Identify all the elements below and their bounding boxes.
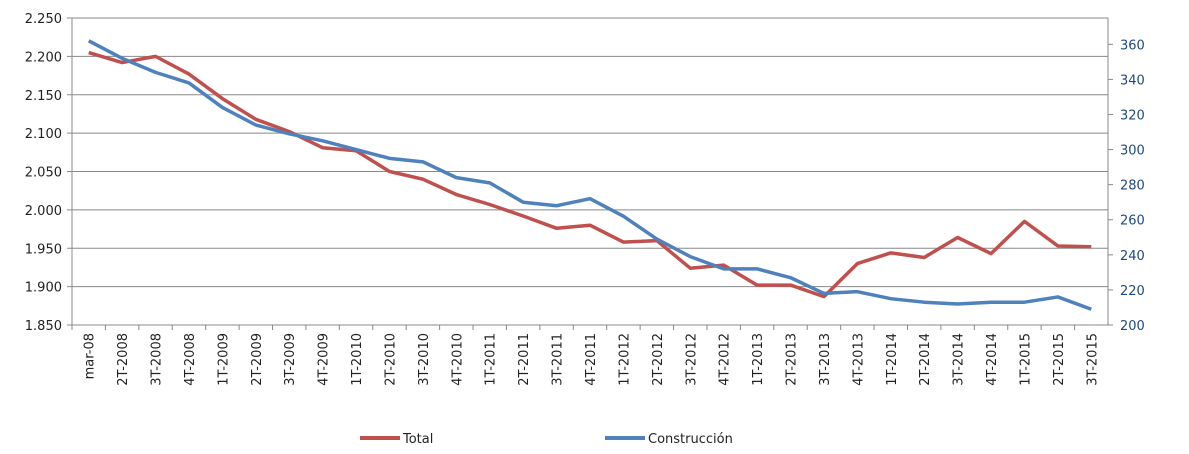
y2-tick-label: 320 [1120,108,1145,123]
x-tick-label: 4T-2012 [718,333,733,386]
x-tick-label: 2T-2010 [383,333,398,386]
y2-tick-label: 340 [1120,73,1145,88]
legend-label: Construcción [648,432,733,447]
x-tick-label: 4T-2014 [985,333,1000,386]
y2-tick-label: 300 [1120,144,1145,159]
x-tick-label: 3T-2015 [1085,333,1100,386]
y-tick-label: 2.200 [25,50,62,65]
x-tick-label: 1T-2010 [350,333,365,386]
y-tick-label: 1.850 [25,319,62,334]
y-tick-label: 1.900 [25,281,62,296]
x-tick-label: 2T-2008 [116,333,131,386]
x-tick-label: 3T-2009 [283,333,298,386]
y2-tick-label: 360 [1120,38,1145,53]
x-tick-label: mar-08 [83,333,98,379]
x-tick-label: 1T-2009 [216,333,231,386]
x-tick-label: 3T-2008 [150,333,165,386]
series-line [87,39,1092,311]
legend-label: Total [402,432,433,447]
x-tick-label: 3T-2012 [684,333,699,386]
y-tick-label: 1.950 [25,242,62,257]
series-line [88,50,1092,299]
x-tick-label: 4T-2011 [584,333,599,386]
x-tick-label: 3T-2014 [952,333,967,386]
x-tick-label: 2T-2013 [785,333,800,386]
y2-tick-label: 200 [1120,319,1145,334]
x-tick-label: 4T-2009 [317,333,332,386]
x-tick-label: 2T-2009 [250,333,265,386]
y2-tick-label: 280 [1120,179,1145,194]
y-tick-label: 2.000 [25,204,62,219]
x-tick-label: 2T-2011 [517,333,532,386]
y2-tick-label: 220 [1120,284,1145,299]
y-tick-label: 2.100 [25,127,62,142]
x-tick-label: 3T-2011 [551,333,566,386]
x-tick-label: 1T-2014 [885,333,900,386]
x-tick-label: 4T-2008 [183,333,198,386]
x-tick-label: 4T-2013 [851,333,866,386]
y2-tick-label: 240 [1120,249,1145,264]
y-tick-label: 2.050 [25,166,62,181]
x-tick-label: 3T-2010 [417,333,432,386]
x-tick-label: 4T-2010 [450,333,465,386]
x-tick-label: 1T-2011 [484,333,499,386]
x-tick-label: 1T-2012 [617,333,632,386]
x-tick-label: 2T-2015 [1052,333,1067,386]
y-tick-label: 2.250 [25,12,62,27]
x-tick-label: 2T-2014 [918,333,933,386]
y2-tick-label: 260 [1120,214,1145,229]
x-tick-label: 1T-2013 [751,333,766,386]
y-tick-label: 2.150 [25,89,62,104]
x-tick-label: 2T-2012 [651,333,666,386]
x-tick-label: 1T-2015 [1018,333,1033,386]
x-tick-label: 3T-2013 [818,333,833,386]
